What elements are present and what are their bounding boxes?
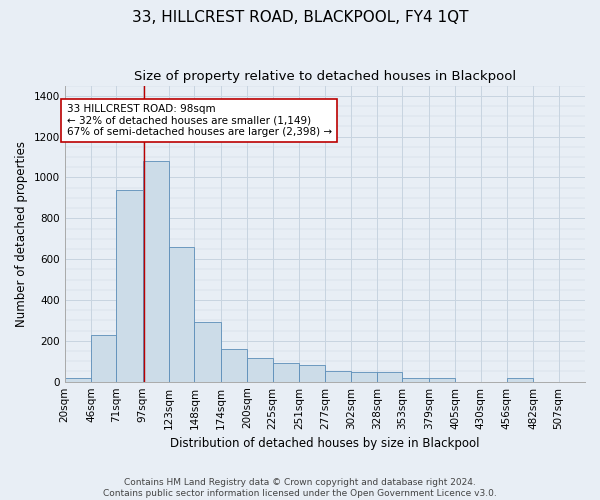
Bar bbox=[169, 247, 194, 382]
Bar bbox=[194, 322, 221, 382]
Bar bbox=[350, 372, 377, 382]
Bar bbox=[507, 378, 533, 382]
Bar bbox=[299, 366, 325, 382]
Bar bbox=[116, 190, 143, 382]
Bar bbox=[377, 372, 403, 382]
Bar bbox=[325, 372, 350, 382]
Bar bbox=[247, 358, 272, 382]
Bar bbox=[65, 378, 91, 382]
Bar bbox=[221, 349, 247, 382]
Text: 33, HILLCREST ROAD, BLACKPOOL, FY4 1QT: 33, HILLCREST ROAD, BLACKPOOL, FY4 1QT bbox=[132, 10, 468, 25]
Text: Contains HM Land Registry data © Crown copyright and database right 2024.
Contai: Contains HM Land Registry data © Crown c… bbox=[103, 478, 497, 498]
Y-axis label: Number of detached properties: Number of detached properties bbox=[15, 140, 28, 326]
Bar bbox=[272, 364, 299, 382]
Bar bbox=[403, 378, 429, 382]
X-axis label: Distribution of detached houses by size in Blackpool: Distribution of detached houses by size … bbox=[170, 437, 479, 450]
Text: 33 HILLCREST ROAD: 98sqm
← 32% of detached houses are smaller (1,149)
67% of sem: 33 HILLCREST ROAD: 98sqm ← 32% of detach… bbox=[67, 104, 332, 137]
Bar bbox=[143, 161, 169, 382]
Bar bbox=[91, 334, 116, 382]
Title: Size of property relative to detached houses in Blackpool: Size of property relative to detached ho… bbox=[134, 70, 516, 83]
Bar bbox=[429, 378, 455, 382]
